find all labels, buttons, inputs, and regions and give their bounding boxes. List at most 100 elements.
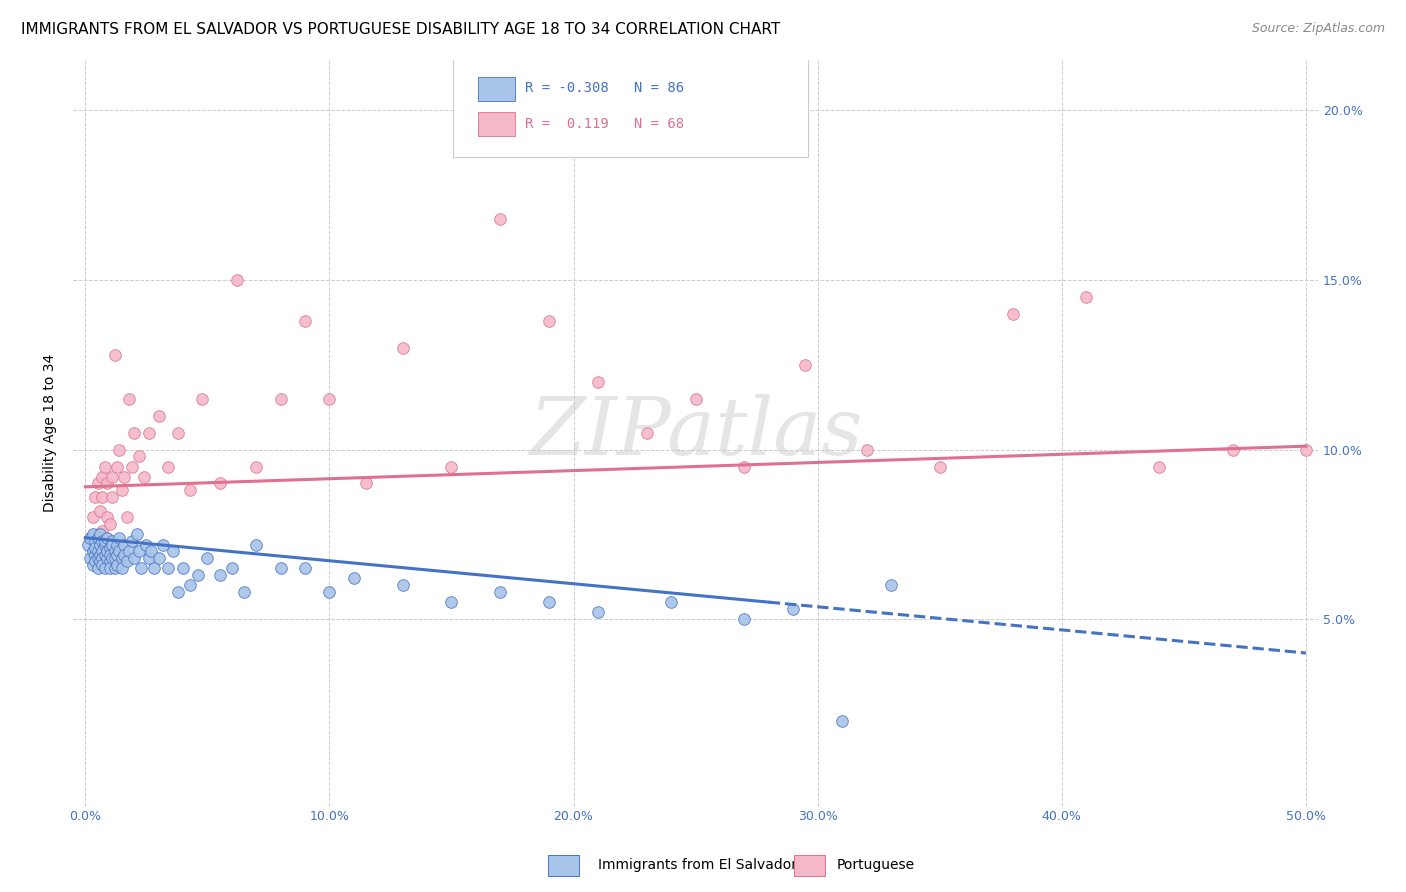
Point <box>157 561 180 575</box>
Point <box>1149 459 1171 474</box>
Point <box>115 554 138 568</box>
Text: Source: ZipAtlas.com: Source: ZipAtlas.com <box>1251 22 1385 36</box>
Point <box>125 527 148 541</box>
Point <box>245 537 267 551</box>
Point <box>343 571 366 585</box>
Point <box>104 544 127 558</box>
Point <box>928 459 950 474</box>
Point <box>94 459 117 474</box>
Point <box>685 392 707 406</box>
Point <box>91 469 114 483</box>
Point <box>782 602 804 616</box>
Point <box>98 551 121 566</box>
Point <box>118 392 141 406</box>
Point <box>82 544 104 558</box>
Point <box>91 490 114 504</box>
Point <box>208 476 231 491</box>
Point <box>855 442 877 457</box>
Point <box>270 561 292 575</box>
Point <box>245 459 267 474</box>
Point <box>138 425 160 440</box>
Point <box>101 537 124 551</box>
Point <box>101 469 124 483</box>
Point <box>1076 290 1098 304</box>
Point <box>96 510 118 524</box>
Point <box>84 534 107 549</box>
Point <box>141 544 163 558</box>
Point <box>1222 442 1244 457</box>
Point <box>86 551 108 566</box>
Point <box>157 459 180 474</box>
Point <box>131 561 153 575</box>
Point <box>318 392 340 406</box>
Point <box>179 483 201 498</box>
Point <box>195 551 218 566</box>
Point <box>82 527 104 541</box>
FancyBboxPatch shape <box>478 77 515 101</box>
Point <box>191 392 214 406</box>
Point <box>96 531 118 545</box>
Y-axis label: Disability Age 18 to 34: Disability Age 18 to 34 <box>44 353 58 512</box>
Point <box>115 510 138 524</box>
Point <box>108 442 131 457</box>
Point <box>104 348 127 362</box>
Point <box>391 578 413 592</box>
Point <box>79 551 101 566</box>
Point <box>89 537 111 551</box>
Text: ZIPatlas: ZIPatlas <box>529 394 862 471</box>
Point <box>94 548 117 562</box>
Point <box>187 568 209 582</box>
Point <box>82 558 104 572</box>
FancyBboxPatch shape <box>794 855 825 876</box>
Point <box>880 578 903 592</box>
Point <box>108 544 131 558</box>
Point <box>118 544 141 558</box>
Point <box>132 469 155 483</box>
Point <box>96 551 118 566</box>
Point <box>221 561 243 575</box>
Point <box>96 476 118 491</box>
Point <box>91 551 114 566</box>
Point <box>112 537 135 551</box>
Point <box>91 524 114 538</box>
Point <box>1295 442 1317 457</box>
Point <box>98 548 121 562</box>
Point <box>233 585 256 599</box>
Point <box>89 548 111 562</box>
Point <box>89 527 111 541</box>
Point <box>86 544 108 558</box>
Point <box>294 561 316 575</box>
Point <box>101 534 124 549</box>
Point <box>142 561 165 575</box>
Point <box>659 595 682 609</box>
Point <box>538 314 561 328</box>
Point <box>86 476 108 491</box>
Point <box>79 531 101 545</box>
FancyBboxPatch shape <box>548 855 579 876</box>
Point <box>148 551 170 566</box>
Point <box>1344 459 1367 474</box>
Point <box>122 551 145 566</box>
Point <box>105 537 128 551</box>
Point <box>94 561 117 575</box>
Point <box>84 548 107 562</box>
FancyBboxPatch shape <box>478 112 515 136</box>
Point <box>318 585 340 599</box>
Point <box>98 554 121 568</box>
Point <box>89 503 111 517</box>
Point <box>94 534 117 549</box>
Text: Immigrants from El Salvador: Immigrants from El Salvador <box>598 858 797 872</box>
Point <box>489 211 512 226</box>
Text: IMMIGRANTS FROM EL SALVADOR VS PORTUGUESE DISABILITY AGE 18 TO 34 CORRELATION CH: IMMIGRANTS FROM EL SALVADOR VS PORTUGUES… <box>21 22 780 37</box>
Point <box>82 548 104 562</box>
Point <box>111 483 134 498</box>
Point <box>105 548 128 562</box>
Point <box>94 537 117 551</box>
Point <box>391 341 413 355</box>
Text: R =  0.119   N = 68: R = 0.119 N = 68 <box>524 117 685 131</box>
Point <box>96 544 118 558</box>
Point <box>179 578 201 592</box>
Point <box>172 561 194 575</box>
Point <box>586 375 609 389</box>
Point <box>86 561 108 575</box>
